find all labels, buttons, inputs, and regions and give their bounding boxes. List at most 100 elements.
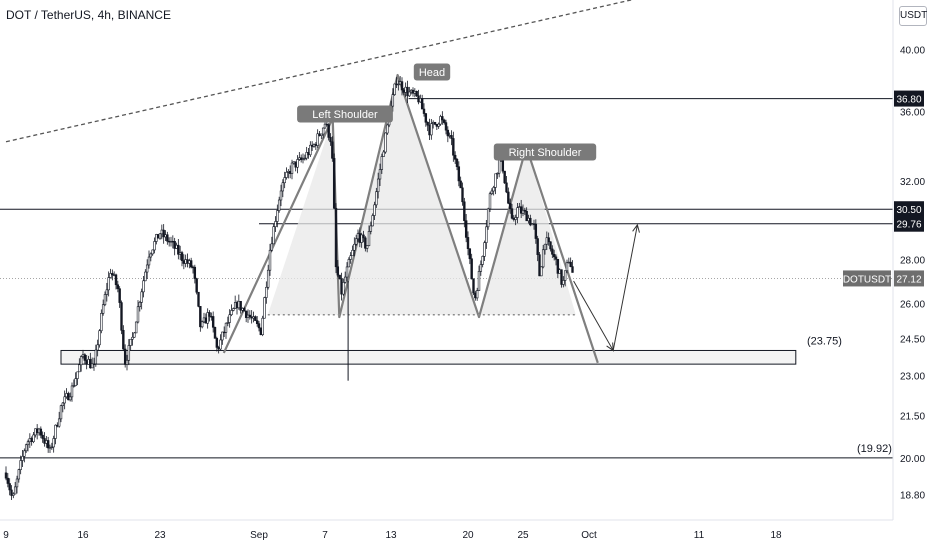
left-shoulder-label-bg	[297, 105, 393, 123]
candle-body	[479, 264, 483, 272]
candle-body	[13, 486, 17, 495]
candle-body	[92, 363, 96, 365]
candle-body	[46, 440, 50, 449]
candle-body	[342, 282, 345, 295]
candle-body	[4, 472, 8, 479]
candle-body	[290, 162, 294, 174]
candle-body	[89, 359, 92, 369]
candle-body	[514, 217, 517, 220]
candle-body	[571, 266, 574, 273]
candle-body	[100, 313, 103, 332]
time-tick-label: 20	[462, 530, 474, 541]
candle-body	[331, 141, 334, 159]
candle-body	[569, 261, 572, 267]
candle-body	[111, 273, 114, 276]
candle-body	[23, 450, 26, 457]
candle-body	[497, 159, 501, 174]
candle-body	[96, 344, 99, 351]
candle-body	[298, 157, 301, 160]
candle-body	[243, 308, 246, 312]
candle-body	[540, 266, 543, 277]
candle-body	[461, 187, 464, 203]
price-tick-label: 32.00	[900, 177, 925, 188]
candle-body	[329, 137, 332, 143]
candle-body	[21, 456, 24, 461]
candle-body	[386, 124, 389, 134]
time-tick-label: 16	[77, 530, 89, 541]
candle-body	[197, 291, 200, 307]
candle-body	[222, 331, 226, 334]
candle-body	[56, 424, 59, 427]
candle-body	[158, 233, 162, 239]
candle-body	[164, 234, 167, 238]
candle-body	[288, 171, 292, 174]
candle-body	[72, 385, 76, 387]
candle-body	[365, 245, 369, 249]
candle-body	[543, 243, 547, 251]
candle-body	[156, 234, 160, 239]
candle-body	[26, 441, 30, 446]
candle-body	[505, 182, 508, 193]
candle-body	[173, 241, 176, 249]
candle-body	[116, 284, 120, 289]
symbol-tag-label: DOTUSDT	[843, 274, 891, 285]
candle-body	[402, 89, 406, 93]
currency-button[interactable]: USDT	[899, 6, 927, 26]
candle-body	[455, 159, 459, 168]
candle-body	[155, 234, 158, 242]
candle-body	[244, 310, 248, 318]
candle-body	[532, 223, 536, 225]
candle-body	[508, 202, 512, 209]
candle-body	[453, 154, 457, 160]
price-tick-label: 24.50	[900, 334, 925, 345]
candle-body	[301, 158, 305, 161]
candle-body	[349, 255, 352, 260]
support-zone-label: (23.75)	[807, 335, 842, 347]
candle-body	[398, 81, 402, 85]
candle-body	[384, 132, 387, 153]
candle-body	[17, 469, 21, 480]
candle-body	[294, 161, 297, 168]
candle-body	[426, 121, 429, 126]
candle-body	[8, 483, 11, 491]
candle-body	[457, 166, 461, 182]
candle-body	[292, 161, 296, 164]
candle-body	[442, 119, 446, 123]
candle-body	[494, 173, 497, 188]
candle-body	[70, 385, 74, 398]
candle-body	[228, 314, 231, 323]
candle-body	[127, 345, 131, 361]
candle-body	[325, 123, 329, 126]
candle-body	[30, 438, 33, 443]
candle-body	[534, 223, 538, 239]
candle-body	[358, 233, 362, 243]
candle-body	[112, 274, 116, 276]
candle-body	[296, 159, 299, 168]
candle-body	[272, 226, 275, 245]
candle-body	[268, 249, 272, 271]
candle-body	[193, 266, 197, 279]
candle-body	[59, 405, 63, 420]
candle-body	[105, 289, 109, 295]
candle-body	[299, 157, 303, 161]
candle-body	[422, 108, 426, 114]
candle-body	[41, 434, 44, 439]
candle-body	[199, 306, 202, 328]
time-tick-label: Oct	[581, 530, 597, 541]
candle-body	[147, 256, 151, 266]
candle-body	[171, 240, 175, 243]
candle-body	[125, 359, 129, 365]
candle-body	[336, 266, 340, 276]
candle-body	[547, 237, 550, 243]
price-tick-label: 36.00	[900, 108, 925, 119]
candle-body	[65, 393, 68, 398]
candle-body	[529, 217, 532, 226]
candle-body	[107, 277, 110, 291]
candle-body	[375, 191, 378, 206]
candle-body	[345, 266, 349, 278]
candle-body	[420, 98, 424, 110]
candle-body	[320, 133, 323, 136]
candle-body	[428, 124, 431, 136]
